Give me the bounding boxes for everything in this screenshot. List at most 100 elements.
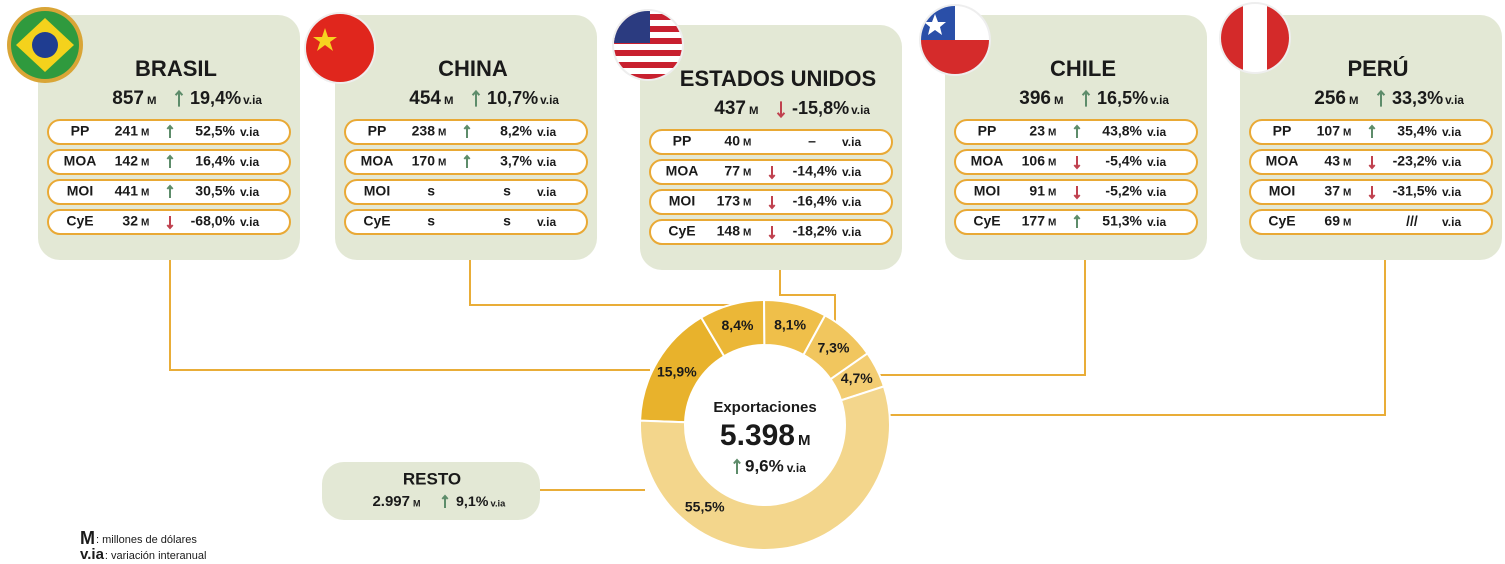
row-value: 32	[122, 213, 138, 229]
sector: MOA	[666, 163, 699, 179]
row-change: 30,5%	[195, 183, 235, 199]
suffix: v.ia	[1147, 185, 1166, 199]
trend-arrow	[1073, 214, 1081, 228]
unit: M	[141, 188, 149, 199]
trend-arrow	[1368, 124, 1376, 138]
row-pill	[344, 179, 588, 205]
unit: M	[1343, 218, 1351, 229]
row-value: 173	[717, 193, 741, 209]
country-name: PERÚ	[1347, 56, 1408, 81]
trend-arrow	[768, 196, 776, 210]
trend-arrow	[776, 101, 786, 119]
trend-arrow	[166, 124, 174, 138]
row-change: s	[503, 213, 511, 229]
sector: MOI	[364, 183, 390, 199]
sector: MOA	[971, 153, 1004, 169]
trend-arrow	[1368, 156, 1376, 170]
row-value: 106	[1022, 153, 1046, 169]
center-title: Exportaciones	[713, 399, 816, 416]
unit: M	[743, 228, 751, 239]
change: 9,1%	[456, 494, 489, 510]
trend-arrow	[1073, 186, 1081, 200]
flag-china	[306, 14, 374, 82]
sector: CyE	[66, 213, 93, 229]
resto-name: RESTO	[403, 469, 461, 488]
slice-label: 7,3%	[818, 339, 850, 355]
unit: M	[1343, 158, 1351, 169]
unit: M	[1048, 188, 1056, 199]
suffix: v.ia	[490, 498, 506, 508]
suffix: v.ia	[1147, 215, 1166, 229]
row-value: 177	[1022, 213, 1046, 229]
suffix: v.ia	[240, 185, 259, 199]
row-change: -31,5%	[1393, 183, 1438, 199]
flag-brasil	[11, 11, 79, 79]
row-change: -14,4%	[793, 163, 838, 179]
sector: CyE	[973, 213, 1000, 229]
row-change: 8,2%	[500, 123, 532, 139]
suffix: v.ia	[1442, 185, 1461, 199]
row-change: s	[503, 183, 511, 199]
slice-label: 8,4%	[722, 317, 754, 333]
suffix: v.ia	[240, 215, 259, 229]
slice-label: 15,9%	[657, 363, 697, 379]
legend-text: : millones de dólares	[96, 534, 197, 546]
row-value: 170	[412, 153, 436, 169]
unit: M	[1349, 95, 1359, 107]
suffix: v.ia	[842, 135, 861, 149]
total-value: 437	[714, 98, 746, 119]
unit: M	[413, 498, 421, 508]
sector: PP	[368, 123, 387, 139]
sector: MOI	[974, 183, 1000, 199]
country-name: BRASIL	[135, 56, 217, 81]
country-name: ESTADOS UNIDOS	[680, 66, 876, 91]
suffix: v.ia	[1150, 94, 1169, 107]
row-change: 16,4%	[195, 153, 235, 169]
unit: M	[438, 128, 446, 139]
row-change: -5,4%	[1105, 153, 1142, 169]
suffix: v.ia	[240, 125, 259, 139]
trend-arrow	[166, 184, 174, 198]
suffix: v.ia	[240, 155, 259, 169]
total-value: 2.997	[372, 493, 410, 510]
sector: PP	[978, 123, 997, 139]
trend-arrow	[166, 154, 174, 168]
donut-slice	[639, 385, 891, 551]
unit: M	[444, 95, 454, 107]
unit: M	[743, 168, 751, 179]
sector: MOI	[1269, 183, 1295, 199]
row-change: 51,3%	[1102, 213, 1142, 229]
row-value: 148	[717, 223, 741, 239]
suffix: v.ia	[1442, 125, 1461, 139]
unit: M	[1048, 158, 1056, 169]
trend-arrow	[174, 89, 184, 107]
row-change: -5,2%	[1105, 183, 1142, 199]
total-value: 857	[112, 88, 144, 109]
trend-arrow	[1368, 186, 1376, 200]
total-value: 256	[1314, 88, 1346, 109]
sector: PP	[673, 133, 692, 149]
suffix: v.ia	[537, 125, 556, 139]
row-value: 40	[724, 133, 740, 149]
trend-arrow	[733, 458, 741, 474]
unit: M	[1054, 95, 1064, 107]
suffix: v.ia	[1445, 94, 1464, 107]
change: 19,4%	[190, 88, 241, 108]
legend-text: : variación interanual	[105, 550, 207, 559]
country-name: CHILE	[1050, 56, 1116, 81]
row-change: -68,0%	[191, 213, 236, 229]
change: 16,5%	[1097, 88, 1148, 108]
trend-arrow	[441, 494, 449, 508]
sector: MOA	[361, 153, 394, 169]
resto-card: RESTO 2.997 M 9,1% v.ia	[322, 462, 540, 520]
trend-arrow	[463, 124, 471, 138]
row-value: 91	[1029, 183, 1045, 199]
row-change: 43,8%	[1102, 123, 1142, 139]
sector: CyE	[668, 223, 695, 239]
flags	[7, 2, 1291, 84]
suffix: v.ia	[851, 104, 870, 117]
